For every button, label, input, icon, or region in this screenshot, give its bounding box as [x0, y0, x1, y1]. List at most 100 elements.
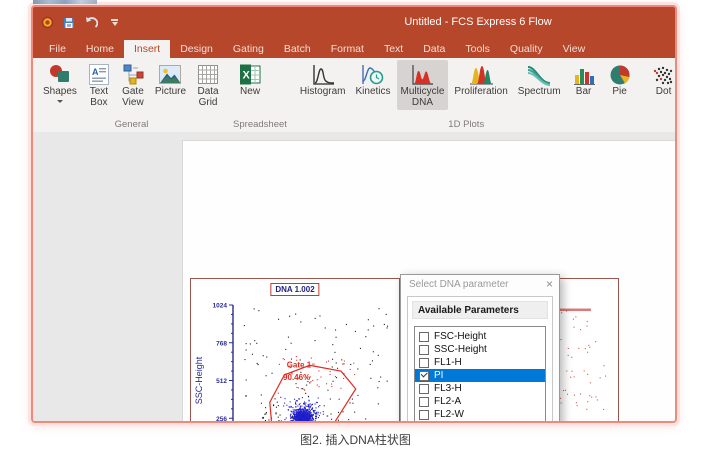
- spectrum-button[interactable]: Spectrum: [514, 60, 565, 99]
- dropdown-caret-icon: [56, 99, 63, 103]
- ribbon-group-label: Spreadsheet: [233, 119, 287, 130]
- kinetics-button[interactable]: Kinetics: [352, 60, 395, 99]
- parameter-label: FL2-W: [434, 409, 464, 420]
- parameter-label: PI: [434, 370, 444, 381]
- text-box-icon: A: [87, 62, 111, 87]
- parameter-row-fl2-a[interactable]: FL2-A: [415, 395, 545, 408]
- svg-text:Gate 1: Gate 1: [287, 361, 312, 370]
- scatter-plot-canvas: 0256512768102402565127681024FSC-HeightSS…: [194, 303, 389, 421]
- ribbon-group-general: Shapes A Text Box Gate View Picture Data Grid…: [37, 58, 226, 132]
- button-label: Pie: [612, 86, 627, 97]
- picture-icon: [158, 62, 182, 87]
- ribbon-group-extra-3: Dot: [645, 58, 675, 132]
- ribbon-group-label: 1D Plots: [448, 119, 485, 130]
- new-button[interactable]: X New: [234, 60, 266, 99]
- picture-button[interactable]: Picture: [151, 60, 190, 99]
- button-label: New: [240, 86, 261, 97]
- titlebar: Untitled - FCS Express 6 Flow: [33, 7, 675, 40]
- ribbon-tabbar: File Home Insert Design Gating Batch Format Tex…: [33, 40, 675, 58]
- parameter-row-fl2-w[interactable]: FL2-W: [415, 408, 545, 421]
- ribbon-group-1d-plots: Histogram Kinetics Multicycle DNA Prolifera…: [294, 58, 639, 132]
- parameter-row-fsc-height[interactable]: FSC-Height: [415, 330, 545, 343]
- checkbox[interactable]: [419, 344, 429, 355]
- parameter-row-fl1-h[interactable]: FL1-H: [415, 356, 545, 369]
- excel-new-icon: X: [238, 62, 262, 87]
- svg-text:A: A: [92, 67, 99, 77]
- button-label: Dot: [655, 86, 672, 97]
- tab-text[interactable]: Text: [383, 43, 404, 55]
- histogram-icon: [310, 62, 336, 87]
- multicycle-dna-button[interactable]: Multicycle DNA: [396, 60, 449, 110]
- checkbox[interactable]: [419, 331, 429, 342]
- checkbox[interactable]: [419, 383, 429, 394]
- pie-button[interactable]: Pie: [603, 60, 637, 99]
- button-label: Text Box: [89, 86, 109, 108]
- gate-view-icon: [121, 62, 145, 87]
- checkbox[interactable]: [419, 409, 429, 420]
- multicycle-dna-icon: [409, 62, 435, 87]
- dialog-title: Select DNA parameter: [409, 279, 509, 290]
- figure-caption: 图2. 插入DNA柱状图: [300, 433, 411, 447]
- svg-text:768: 768: [216, 340, 227, 347]
- save-icon[interactable]: [63, 17, 75, 29]
- app-window: Untitled - FCS Express 6 Flow File Home In…: [31, 5, 677, 423]
- checkbox-checked[interactable]: [419, 370, 429, 381]
- spectrum-icon: [526, 62, 552, 87]
- svg-text:X: X: [243, 70, 251, 82]
- dot-button[interactable]: Dot: [647, 60, 675, 99]
- customize-quick-access-icon[interactable]: [111, 19, 118, 26]
- svg-text:1024: 1024: [213, 303, 228, 310]
- parameter-row-fl3-h[interactable]: FL3-H: [415, 382, 545, 395]
- tab-file[interactable]: File: [49, 43, 66, 55]
- button-label: Proliferation: [454, 86, 508, 97]
- parameter-row-pi[interactable]: PI: [415, 369, 545, 382]
- tab-insert[interactable]: Insert: [123, 40, 171, 58]
- parameter-list[interactable]: FSC-Height SSC-Height FL1-H PI FL3-H FL2-A FL2…: [414, 326, 546, 421]
- tab-format[interactable]: Format: [330, 43, 364, 55]
- proliferation-icon: [468, 62, 494, 87]
- text-box-button[interactable]: A Text Box: [83, 60, 115, 110]
- tab-view[interactable]: View: [562, 43, 586, 55]
- shapes-button[interactable]: Shapes: [39, 60, 81, 104]
- ribbon-group-spreadsheet: X New Spreadsheet: [232, 58, 288, 132]
- svg-text:SSC-Height: SSC-Height: [194, 356, 204, 404]
- parameter-label: FL3-H: [434, 383, 462, 394]
- histogram-button[interactable]: Histogram: [296, 60, 350, 99]
- button-label: Multicycle DNA: [400, 86, 445, 108]
- proliferation-button[interactable]: Proliferation: [450, 60, 511, 99]
- plot-title-box: DNA 1.002: [270, 283, 320, 296]
- button-label: Data Grid: [197, 86, 219, 108]
- screenshot-artifact: [33, 0, 97, 4]
- app-logo-icon: [41, 16, 54, 29]
- pie-icon: [607, 62, 633, 87]
- ribbon-group-label: [646, 119, 675, 132]
- parameter-label: SSC-Height: [434, 344, 487, 355]
- checkbox[interactable]: [419, 357, 429, 368]
- parameter-row-ssc-height[interactable]: SSC-Height: [415, 343, 545, 356]
- ribbon-group-label: General: [114, 119, 149, 130]
- tab-home[interactable]: Home: [85, 43, 114, 55]
- select-dna-parameter-dialog: Select DNA parameter × Available Paramet…: [400, 274, 560, 421]
- tab-tools[interactable]: Tools: [465, 43, 490, 55]
- svg-text:90.46%: 90.46%: [283, 373, 310, 382]
- window-title: Untitled - FCS Express 6 Flow: [404, 16, 552, 28]
- available-parameters-header: Available Parameters: [412, 301, 548, 319]
- tab-gating[interactable]: Gating: [232, 43, 264, 55]
- button-label: Histogram: [299, 86, 346, 97]
- parameter-label: FL2-A: [434, 396, 462, 407]
- checkbox[interactable]: [419, 396, 429, 407]
- close-icon[interactable]: ×: [545, 277, 553, 291]
- button-label: Spectrum: [517, 86, 561, 97]
- button-label: Kinetics: [355, 86, 391, 97]
- tab-batch[interactable]: Batch: [283, 43, 311, 55]
- tab-design[interactable]: Design: [180, 43, 213, 55]
- bar-button[interactable]: Bar: [567, 60, 601, 99]
- gate-view-button[interactable]: Gate View: [117, 60, 149, 110]
- tab-data[interactable]: Data: [423, 43, 446, 55]
- workspace: 0256512768102402565127681024FSC-HeightSS…: [33, 132, 675, 421]
- tab-quality[interactable]: Quality: [509, 43, 543, 55]
- shapes-icon: [48, 62, 72, 87]
- undo-icon[interactable]: [84, 16, 98, 29]
- fsc-ssc-scatter-plot[interactable]: 0256512768102402565127681024FSC-HeightSS…: [190, 278, 400, 421]
- data-grid-button[interactable]: Data Grid: [192, 60, 224, 110]
